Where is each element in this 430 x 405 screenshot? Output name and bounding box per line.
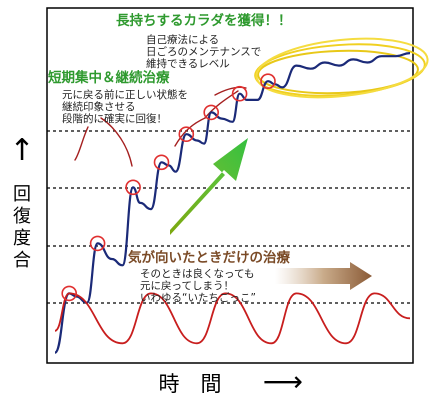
connector-line: [100, 117, 133, 167]
marker-layer: [61, 73, 276, 302]
y-axis-arrow: ↑: [9, 133, 34, 168]
annotation-middle-line: 継続印象させる: [62, 100, 136, 113]
series-layer: [53, 52, 411, 354]
grid-lines: [47, 130, 413, 304]
peak-marker: [125, 179, 141, 196]
annotation-middle-line: 元に戻る前に正しい状態を: [62, 88, 188, 101]
peak-marker: [153, 154, 170, 171]
highlight-ellipse: [257, 49, 419, 95]
brown-right-arrow: [275, 262, 372, 290]
y-axis-label-char: 度: [13, 228, 31, 249]
series-line-recovery: [53, 52, 411, 354]
annotation-bottom-title: 気が向いたときだけの治療: [128, 249, 290, 266]
annotation-bottom-line: いわゆる“いたちごっこ”: [140, 291, 256, 304]
highlight-ellipse: [255, 37, 429, 99]
annotation-middle-line: 段階的に確実に回復！: [62, 112, 167, 125]
annotation-middle-title: 短期集中＆継続治療: [48, 69, 170, 86]
connector-line: [74, 126, 89, 161]
x-axis-label: 時 間: [159, 372, 222, 396]
green-up-arrow: [170, 138, 248, 235]
peak-marker: [178, 126, 195, 142]
annotation-top-line: 維持できるレベル: [146, 57, 230, 70]
peak-marker: [61, 285, 77, 302]
annotation-middle-body: 元に戻る前に正しい状態を 継続印象させる 段階的に確実に回復！: [62, 88, 188, 125]
annotation-top-body: 自己療法による 日ごろのメンテナンスで 維持できるレベル: [146, 33, 261, 70]
annotation-bottom-line: そのときは良くなっても: [140, 267, 254, 280]
peak-marker: [203, 104, 219, 121]
plot-frame: [46, 7, 414, 364]
series-line-sporadic: [54, 292, 411, 345]
annotation-top-title: 長持ちするカラダを獲得！！: [116, 12, 292, 29]
annotation-top-line: 日ごろのメンテナンスで: [146, 45, 261, 58]
highlight-ellipse: [254, 43, 426, 97]
x-axis-arrow: ⟶: [263, 365, 303, 398]
highlight-ellipses: [254, 37, 429, 99]
y-axis-label-char: 復: [13, 206, 31, 227]
peak-marker: [89, 235, 106, 252]
peak-marker: [231, 85, 248, 102]
peak-marker: [260, 73, 276, 89]
annotation-bottom-body: そのときは良くなっても 元に戻ってしまう！ いわゆる“いたちごっこ”: [140, 267, 256, 304]
annotation-bottom-line: 元に戻ってしまう！: [140, 279, 234, 292]
connector-line: [174, 117, 206, 147]
y-axis-label-char: 回: [13, 184, 31, 205]
y-axis-label: 回 復 度 合: [13, 184, 31, 271]
connector-line: [204, 90, 239, 119]
annotation-top-line: 自己療法による: [146, 33, 219, 46]
y-axis-label-char: 合: [13, 250, 31, 271]
